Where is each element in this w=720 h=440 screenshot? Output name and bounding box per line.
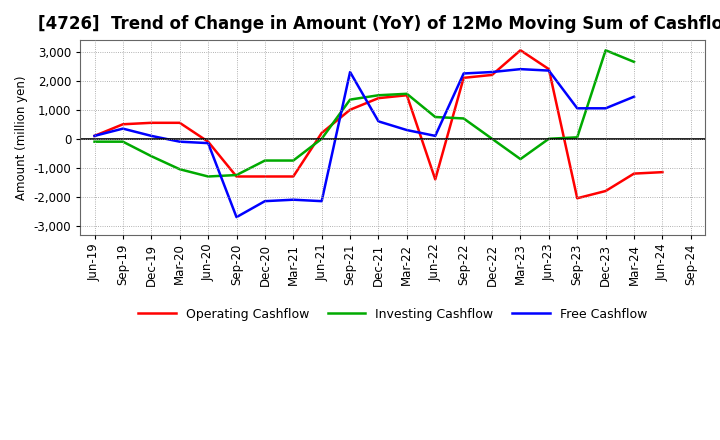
Operating Cashflow [658,169,667,175]
Operating Cashflow [346,107,354,112]
Investing Cashflow [374,92,383,98]
Operating Cashflow [147,120,156,125]
Free Cashflow [374,119,383,124]
Investing Cashflow [459,116,468,121]
Operating Cashflow [544,66,553,72]
Investing Cashflow [573,135,582,140]
Free Cashflow [459,71,468,76]
Investing Cashflow [431,114,440,120]
Free Cashflow [289,197,297,202]
Investing Cashflow [318,136,326,141]
Operating Cashflow [601,188,610,194]
Operating Cashflow [261,174,269,179]
Operating Cashflow [318,130,326,136]
Free Cashflow [630,94,639,99]
Investing Cashflow [346,97,354,102]
Free Cashflow [204,140,212,146]
Operating Cashflow [573,196,582,201]
Line: Free Cashflow: Free Cashflow [94,69,634,217]
Title: [4726]  Trend of Change in Amount (YoY) of 12Mo Moving Sum of Cashflows: [4726] Trend of Change in Amount (YoY) o… [37,15,720,33]
Investing Cashflow [516,157,525,162]
Free Cashflow [516,66,525,72]
Free Cashflow [90,133,99,139]
Operating Cashflow [374,95,383,101]
Free Cashflow [601,106,610,111]
Operating Cashflow [289,174,297,179]
Line: Investing Cashflow: Investing Cashflow [94,50,634,176]
Investing Cashflow [487,136,496,141]
Free Cashflow [431,133,440,139]
Investing Cashflow [90,139,99,144]
Free Cashflow [573,106,582,111]
Operating Cashflow [119,121,127,127]
Free Cashflow [176,139,184,144]
Investing Cashflow [119,139,127,144]
Y-axis label: Amount (million yen): Amount (million yen) [15,75,28,200]
Operating Cashflow [232,174,240,179]
Investing Cashflow [176,167,184,172]
Investing Cashflow [204,174,212,179]
Operating Cashflow [90,133,99,139]
Free Cashflow [261,198,269,204]
Investing Cashflow [544,136,553,141]
Free Cashflow [487,70,496,75]
Operating Cashflow [402,92,411,98]
Free Cashflow [544,68,553,73]
Investing Cashflow [630,59,639,65]
Free Cashflow [119,126,127,131]
Operating Cashflow [431,177,440,182]
Investing Cashflow [402,91,411,96]
Free Cashflow [232,214,240,220]
Free Cashflow [402,128,411,133]
Investing Cashflow [601,48,610,53]
Operating Cashflow [459,75,468,81]
Line: Operating Cashflow: Operating Cashflow [94,50,662,198]
Operating Cashflow [487,72,496,77]
Free Cashflow [346,70,354,75]
Operating Cashflow [630,171,639,176]
Operating Cashflow [204,139,212,144]
Investing Cashflow [147,154,156,159]
Operating Cashflow [176,120,184,125]
Investing Cashflow [289,158,297,163]
Legend: Operating Cashflow, Investing Cashflow, Free Cashflow: Operating Cashflow, Investing Cashflow, … [133,303,652,326]
Free Cashflow [147,133,156,139]
Operating Cashflow [516,48,525,53]
Free Cashflow [318,198,326,204]
Investing Cashflow [261,158,269,163]
Investing Cashflow [232,172,240,178]
